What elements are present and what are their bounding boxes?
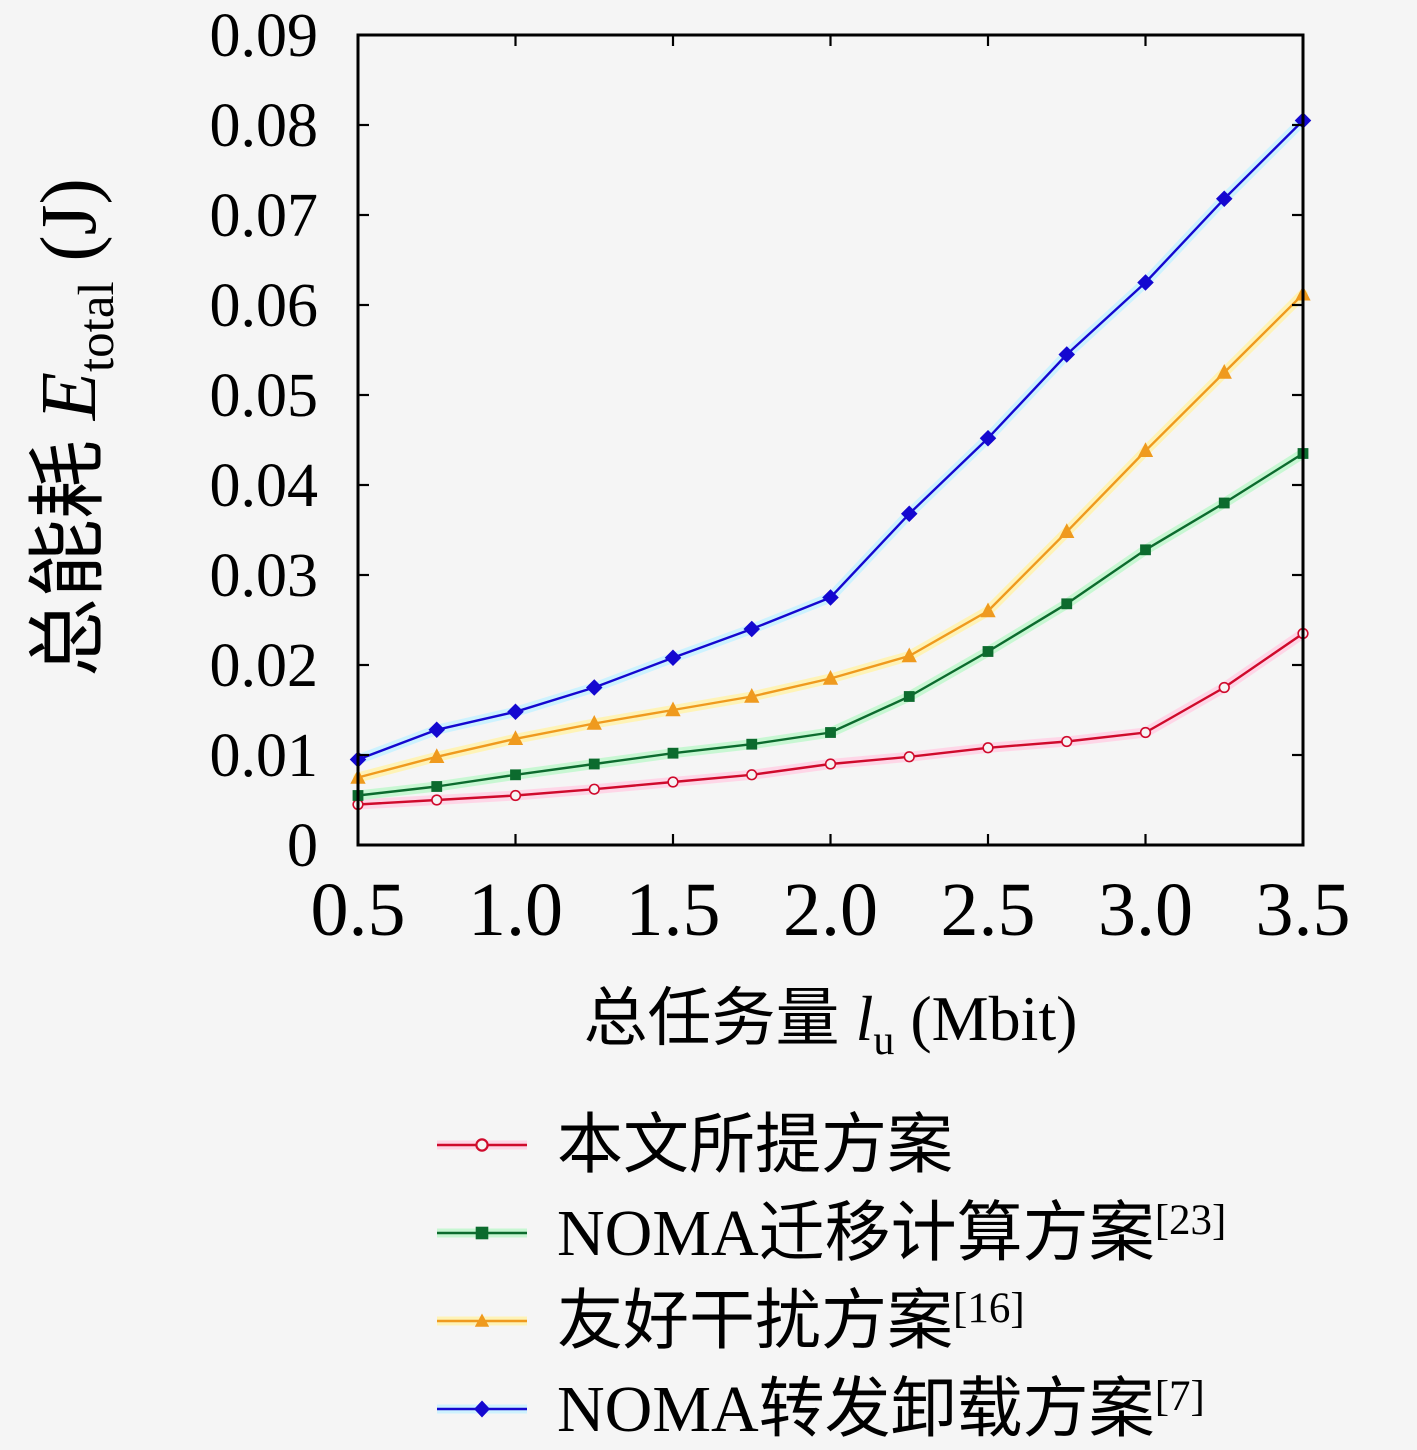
svg-text:友好干扰方案[16]: 友好干扰方案[16] [557,1285,1025,1358]
svg-text:本文所提方案: 本文所提方案 [557,1109,953,1182]
svg-text:NOMA迁移计算方案[23]: NOMA迁移计算方案[23] [557,1197,1226,1270]
svg-text:总任务量 lu (Mbit): 总任务量 lu (Mbit) [584,983,1078,1064]
svg-text:NOMA转发卸载方案[7]: NOMA转发卸载方案[7] [557,1373,1205,1444]
